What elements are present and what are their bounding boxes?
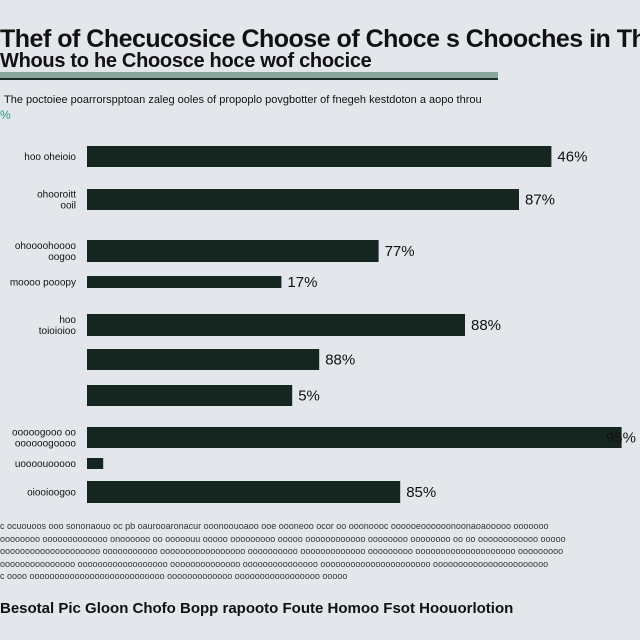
category-label-8: ooooogooo oo oooooogoooo	[12, 428, 76, 450]
category-label-3: ohoooohoooo oogoo	[15, 241, 77, 263]
category-label-5: hoo toioioioo	[39, 315, 77, 337]
title-underline	[0, 72, 498, 78]
category-label-1: hoo oheioio	[24, 152, 76, 163]
bar-6	[87, 349, 320, 370]
category-label-2: ohooroitt ooil	[37, 190, 76, 212]
bar-2	[87, 189, 519, 210]
category-label-4: moooo pooopy	[10, 278, 76, 289]
value-label-6: 88%	[325, 352, 355, 369]
chart-caption: The poctoiee poarrorspptoan zaleg ooles …	[4, 94, 482, 106]
value-label-10: 85%	[406, 484, 436, 501]
category-label-10: oiooioogoo	[27, 488, 76, 499]
footnote-line-5: c oooo ooooooooooooooooooooooooooo ooooo…	[0, 571, 348, 581]
bar-4	[87, 276, 282, 288]
bar-7	[87, 385, 293, 406]
bar-5	[87, 314, 465, 336]
value-label-5: 88%	[471, 317, 501, 334]
title-underline-dark	[0, 78, 498, 80]
bar-9	[87, 458, 104, 469]
footnote-line-3: oooooooooooooooooooo ooooooooooo ooooooo…	[0, 546, 564, 556]
value-label-1: 46%	[557, 149, 587, 166]
footnote-line-1: c ocuouoos ooo sononaouo oc pb oaurooaro…	[0, 521, 549, 531]
chart-title: Thef of Checucosice Choose of Choce s Ch…	[0, 26, 640, 52]
value-label-3: 77%	[385, 243, 415, 260]
caption-percent-mark: %	[0, 108, 11, 122]
category-label-9: uoooouooooo	[15, 459, 77, 470]
value-label-4: 17%	[287, 274, 317, 291]
bar-8	[87, 427, 622, 448]
bar-10	[87, 481, 401, 503]
source-footer: Besotal Pic Gloon Chofo Bopp rapooto Fou…	[0, 600, 514, 617]
chart-subtitle: Whous to he Choosce hoce wof chocice	[0, 50, 372, 72]
bar-chart: hoo oheioio 46% ohooroitt ooil 87% ohoooohooo…	[10, 146, 636, 503]
bar-1	[87, 146, 552, 167]
value-label-8: 95%	[606, 430, 636, 447]
footnotes: c ocuouoos ooo sononaouo oc pb oaurooaro…	[0, 520, 640, 583]
value-label-2: 87%	[525, 192, 555, 209]
footnote-line-2: oooooooo ooooooooooooo onoooooo oo ooooo…	[0, 533, 566, 544]
value-label-7: 5%	[298, 388, 320, 405]
bar-3	[87, 240, 379, 262]
footnote-line-4: ooooooooooooooo oooooooooooooooooo ooooo…	[0, 558, 549, 569]
